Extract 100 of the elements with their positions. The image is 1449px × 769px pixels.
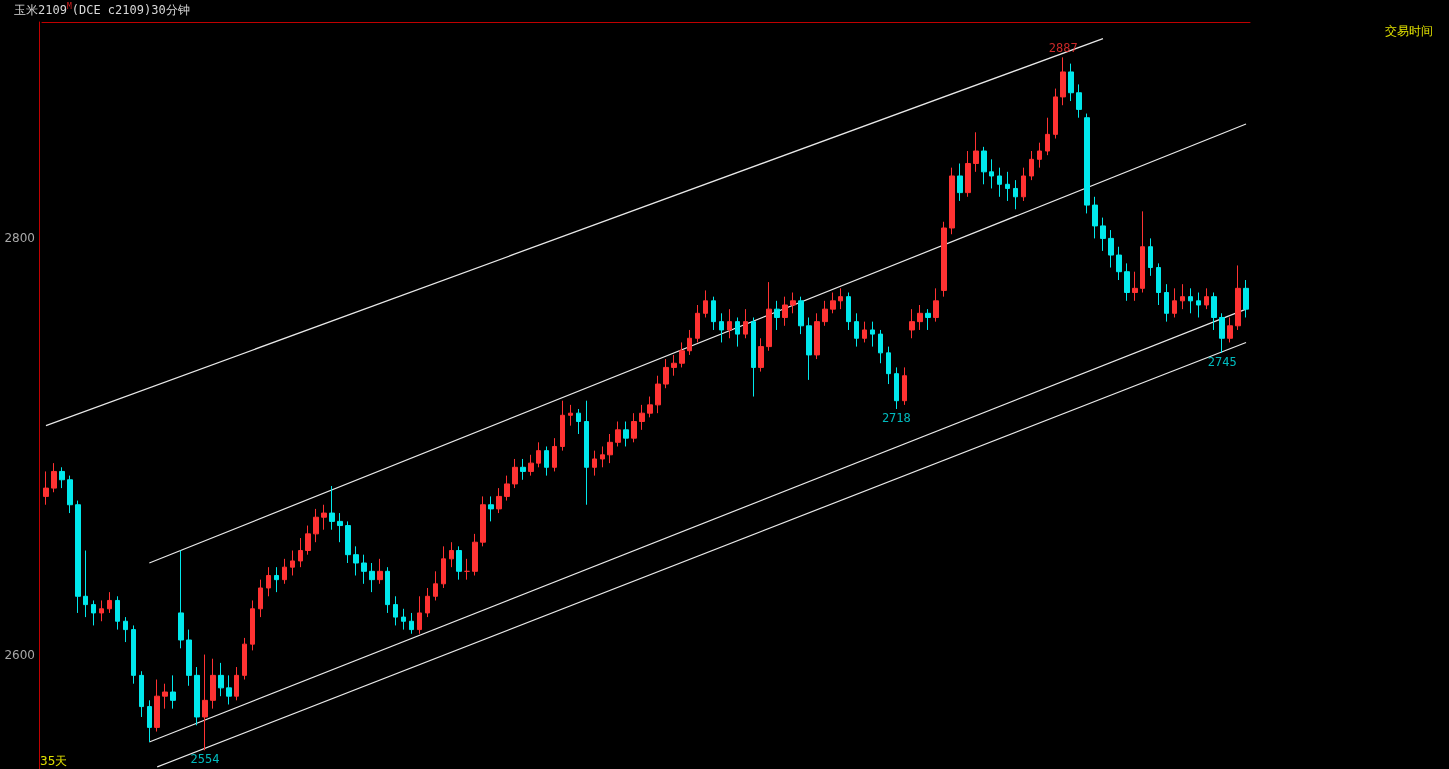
candlestick [337, 512, 343, 543]
candlestick [1108, 229, 1114, 269]
candlestick [1013, 179, 1018, 210]
candlestick [592, 450, 597, 477]
candlestick [1243, 279, 1249, 318]
candlestick [973, 131, 979, 173]
candlestick [480, 495, 486, 547]
candlestick [170, 674, 176, 710]
candlestick [1196, 292, 1201, 318]
candlestick [1211, 292, 1217, 331]
candlestick [909, 308, 915, 339]
candlestick [711, 296, 716, 331]
candlestick [67, 475, 73, 514]
candlestick [186, 629, 192, 687]
candlestick [218, 662, 224, 697]
annotation: 35天 [40, 754, 68, 768]
candlestick [774, 300, 780, 331]
candlestick [552, 437, 557, 472]
candlestick [282, 558, 287, 585]
candlestick [1021, 167, 1026, 202]
candlestick [147, 699, 152, 743]
candlestick [949, 167, 955, 235]
candlestick [790, 292, 796, 314]
candlestick [727, 308, 732, 339]
candlestick [512, 458, 518, 489]
candlestick [178, 550, 184, 649]
candlestick [1092, 196, 1098, 239]
candlestick [401, 608, 406, 631]
candlestick [584, 400, 589, 506]
candlestick [99, 599, 104, 622]
candlestick [862, 321, 867, 343]
candlestick [1188, 287, 1193, 314]
candlestick [615, 421, 621, 447]
candlestick [449, 541, 454, 568]
candlestick [162, 683, 168, 710]
candlestick [1140, 210, 1145, 293]
candlestick [139, 670, 144, 718]
candlestick [600, 445, 605, 468]
candlestick [878, 329, 883, 364]
candlestick [250, 599, 255, 651]
candlestick [981, 146, 987, 185]
candlestick [766, 281, 772, 352]
candlestick [154, 679, 160, 733]
candlestick [210, 658, 216, 710]
candlestick [377, 558, 383, 585]
candlestick [679, 341, 685, 368]
candlestick [1029, 150, 1034, 181]
candlestick [59, 466, 65, 489]
candlestick [441, 545, 446, 589]
candlestick [1156, 262, 1161, 306]
candlestick [607, 433, 613, 464]
candlestick [1116, 246, 1122, 281]
candlestick [290, 550, 295, 576]
candlestick [393, 595, 398, 626]
candlestick [107, 591, 112, 614]
candlestick [266, 566, 271, 597]
candlestick [814, 312, 820, 360]
candlestick [568, 404, 573, 427]
candlestick [647, 396, 653, 418]
candlestick [743, 308, 748, 339]
candlestick [91, 599, 96, 626]
candlestick [298, 537, 303, 568]
candlestick [1204, 287, 1209, 310]
candlestick [1005, 171, 1010, 202]
candlestick [433, 570, 438, 601]
candlestick [1060, 56, 1066, 106]
candlestick [1068, 63, 1074, 102]
candlestick [313, 508, 319, 543]
candlestick [488, 495, 494, 522]
candlestick [925, 308, 931, 331]
candlestick [242, 637, 247, 681]
candlestick [83, 550, 88, 618]
candlestick [933, 287, 939, 323]
annotation: 2887 [1048, 41, 1078, 56]
y-tick-label: 2600 [4, 647, 35, 662]
candlestick [965, 150, 971, 198]
y-tick-label: 2800 [4, 231, 35, 246]
candlestick [1076, 83, 1082, 119]
candlestick [1148, 237, 1153, 277]
annotation: 2554 [190, 752, 220, 767]
candlestick [1084, 113, 1090, 214]
candlestick [623, 421, 629, 447]
candlestick [941, 221, 947, 298]
candlestick [1053, 88, 1058, 140]
candlestick [544, 445, 549, 477]
candlestick [131, 624, 136, 685]
candlestick [695, 304, 700, 343]
candlestick [258, 579, 263, 618]
candlestick [639, 404, 645, 431]
candlestick [655, 375, 661, 414]
candlestick [957, 162, 963, 202]
candlestick [806, 316, 812, 381]
candlestick [1227, 316, 1233, 343]
candlestick [329, 485, 335, 531]
candlestick [202, 654, 208, 751]
candlestick [417, 595, 422, 635]
candlestick [560, 400, 565, 452]
candlestick [854, 312, 859, 348]
candlestick [735, 316, 740, 348]
candlestick [353, 545, 359, 576]
